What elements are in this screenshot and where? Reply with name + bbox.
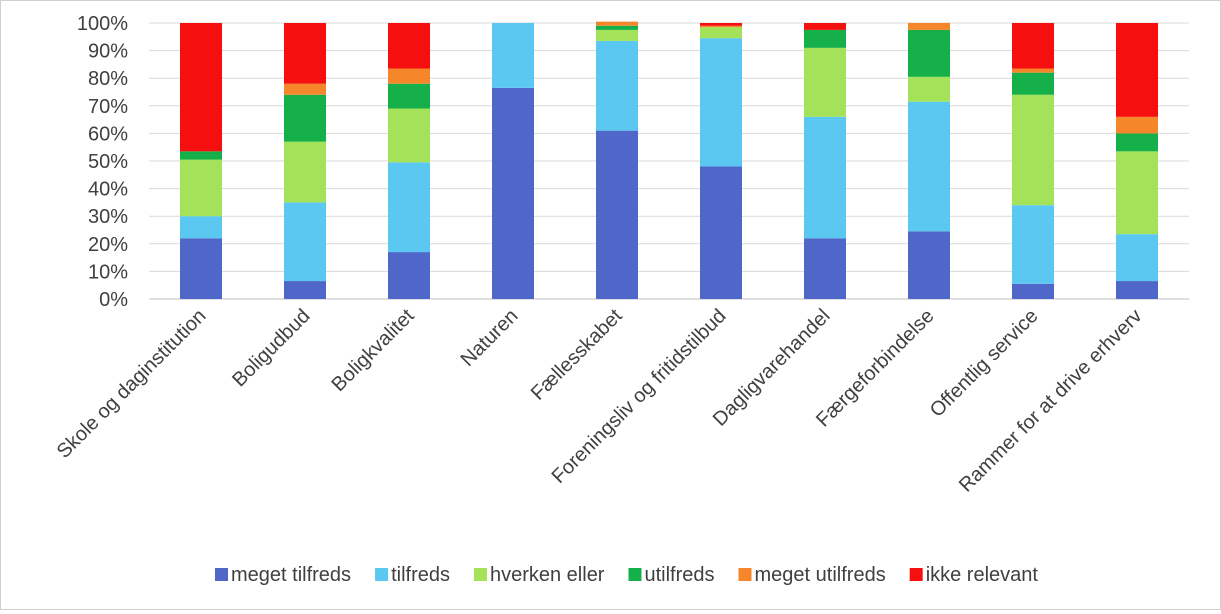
bar-segment-meget-tilfreds xyxy=(596,130,638,299)
bar-segment-utilfreds xyxy=(284,94,326,142)
bar-segment-utilfreds xyxy=(804,29,846,48)
bar-segment-tilfreds xyxy=(1012,205,1054,284)
bar-segment-utilfreds xyxy=(180,151,222,160)
bar-segment-tilfreds xyxy=(1116,234,1158,282)
bar-segment-meget-tilfreds xyxy=(804,238,846,299)
bar-segment-tilfreds xyxy=(284,202,326,282)
bar-segment-meget-tilfreds xyxy=(1012,283,1054,299)
bar-segment-meget-tilfreds xyxy=(284,281,326,299)
y-tick-label: 100% xyxy=(77,13,128,35)
bar-segment-hverken-eller xyxy=(180,159,222,217)
legend-swatch xyxy=(375,568,389,581)
bar-segment-ikke-relevant xyxy=(700,23,742,26)
bar-segment-utilfreds xyxy=(596,25,638,30)
bar-segment-meget-utilfreds xyxy=(284,83,326,95)
bar-segment-hverken-eller xyxy=(284,141,326,203)
bar-segment-ikke-relevant xyxy=(180,23,222,152)
y-tick-label: 70% xyxy=(88,96,128,118)
legend-swatch xyxy=(215,568,228,581)
y-tick-label: 40% xyxy=(88,179,128,201)
legend-label: ikke relevant xyxy=(926,564,1039,586)
bar-segment-meget-utilfreds xyxy=(908,23,950,30)
y-tick-label: 50% xyxy=(88,151,128,173)
bar-segment-ikke-relevant xyxy=(1116,23,1158,117)
bar-segment-meget-tilfreds xyxy=(908,231,950,299)
legend-swatch xyxy=(909,568,923,581)
bar-segment-hverken-eller xyxy=(908,76,950,102)
y-tick-label: 60% xyxy=(88,123,128,145)
legend-swatch xyxy=(738,568,752,581)
bar-segment-tilfreds xyxy=(804,116,846,239)
bar-segment-utilfreds xyxy=(388,83,430,109)
bar-segment-hverken-eller xyxy=(804,47,846,117)
y-tick-label: 90% xyxy=(88,41,128,63)
x-tick-label: Naturen xyxy=(457,305,523,371)
bar-segment-meget-utilfreds xyxy=(388,68,430,84)
y-tick-label: 30% xyxy=(88,206,128,228)
x-tick-label: Fællesskabet xyxy=(527,305,627,405)
x-tick-label: Foreningsliv og fritidstilbud xyxy=(548,305,731,488)
legend: meget tilfreds tilfreds hverken eller utilf… xyxy=(215,564,1038,586)
bar-segment-meget-tilfreds xyxy=(492,87,534,299)
bar-segment-meget-utilfreds xyxy=(1116,116,1158,134)
legend-swatch xyxy=(628,568,642,581)
legend-label: hverken eller xyxy=(490,564,605,586)
x-tick-label: Boligudbud xyxy=(228,305,314,391)
bar-segment-tilfreds xyxy=(180,216,222,239)
bar-segment-meget-tilfreds xyxy=(388,252,430,299)
bar-segment-hverken-eller xyxy=(1012,94,1054,206)
legend-label: meget tilfreds xyxy=(231,564,351,586)
bar-segment-meget-utilfreds xyxy=(596,21,638,26)
x-tick-label: Boligkvalitet xyxy=(328,305,419,396)
bar-segment-ikke-relevant xyxy=(1012,23,1054,69)
legend-label: meget utilfreds xyxy=(755,564,886,586)
y-tick-label: 80% xyxy=(88,68,128,90)
y-axis-ticks: 0% 10% 20% 30% 40% 50% 60% 70% 80% 90% 100% xyxy=(77,13,128,311)
legend-swatch xyxy=(473,568,487,581)
y-tick-label: 20% xyxy=(88,234,128,256)
bar-segment-hverken-eller xyxy=(1116,151,1158,235)
x-tick-label: Skole og daginstitution xyxy=(53,305,211,463)
x-axis-ticks: Skole og daginstitution Boligudbud Boligkv… xyxy=(53,305,1147,497)
legend-label: utilfreds xyxy=(644,564,714,586)
bar-segment-ikke-relevant xyxy=(388,23,430,69)
x-tick-label: Rammer for at drive erhverv xyxy=(955,305,1147,497)
bar-segment-tilfreds xyxy=(388,162,430,253)
bar-segment-meget-tilfreds xyxy=(180,238,222,299)
x-tick-label: Offentlig service xyxy=(926,305,1043,422)
bar-segment-tilfreds xyxy=(908,101,950,232)
bars xyxy=(180,21,1158,299)
y-tick-label: 0% xyxy=(99,289,128,311)
bar-segment-tilfreds xyxy=(596,40,638,131)
bar-segment-meget-utilfreds xyxy=(1012,68,1054,73)
bar-segment-utilfreds xyxy=(1012,72,1054,95)
legend-label: tilfreds xyxy=(391,564,450,586)
bar-segment-utilfreds xyxy=(908,29,950,77)
bar-segment-tilfreds xyxy=(700,38,742,167)
bar-segment-meget-utilfreds xyxy=(700,25,742,28)
y-tick-label: 10% xyxy=(88,261,128,283)
bar-segment-hverken-eller xyxy=(596,29,638,41)
bar-segment-hverken-eller xyxy=(388,108,430,163)
bar-segment-ikke-relevant xyxy=(284,23,326,84)
bar-segment-hverken-eller xyxy=(700,27,742,39)
bar-segment-ikke-relevant xyxy=(804,23,846,30)
bar-segment-utilfreds xyxy=(1116,133,1158,152)
bar-segment-tilfreds xyxy=(492,23,534,88)
bar-segment-meget-tilfreds xyxy=(1116,281,1158,299)
bar-segment-meget-tilfreds xyxy=(700,166,742,299)
